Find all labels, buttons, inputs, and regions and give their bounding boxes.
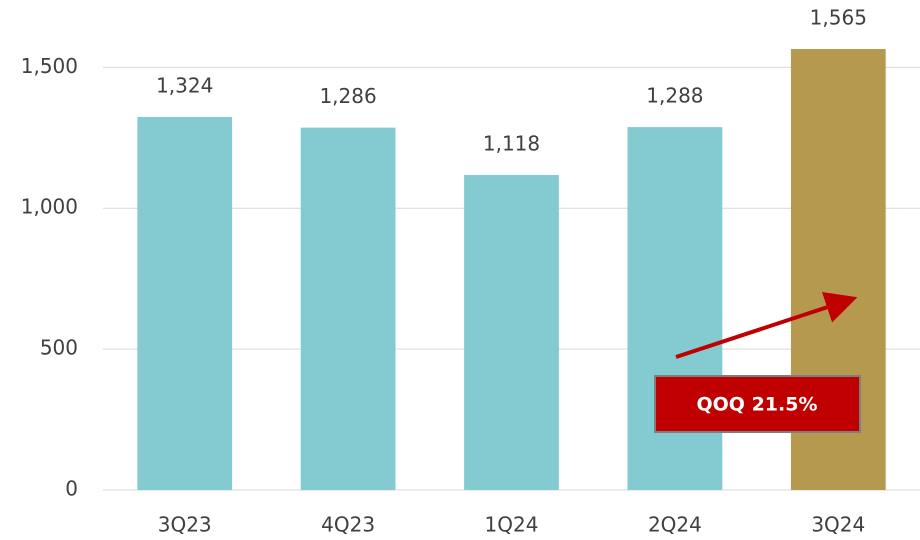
bar: [300, 127, 396, 491]
value-label: 1,565: [810, 6, 867, 30]
value-label: 1,288: [646, 84, 703, 108]
bar: [137, 116, 233, 490]
bars: 3Q23 1,324 4Q23 1,286 1Q24 1,118 2Q24 1,288 3Q24…: [137, 6, 886, 537]
y-tick-label: 500: [40, 336, 78, 360]
x-tick-label: 4Q23: [321, 513, 375, 537]
value-label: 1,286: [319, 84, 376, 108]
x-tick-label: 1Q24: [485, 513, 539, 537]
annotation-text: QOQ 21.5%: [697, 394, 818, 416]
annotation: QOQ 21.5%: [654, 292, 861, 433]
value-label: 1,324: [156, 73, 213, 97]
bar: [627, 127, 723, 490]
y-tick-label: 1,500: [21, 54, 78, 78]
annotation-box: [654, 375, 861, 433]
value-label: 1,118: [483, 131, 540, 155]
y-tick-label: 1,000: [21, 195, 78, 219]
x-tick-label: 3Q23: [158, 513, 212, 537]
x-tick-label: 3Q24: [811, 513, 865, 537]
x-tick-label: 2Q24: [648, 513, 702, 537]
y-tick-label: 0: [65, 477, 78, 501]
arrow: [675, 292, 858, 359]
bar: [464, 174, 559, 490]
